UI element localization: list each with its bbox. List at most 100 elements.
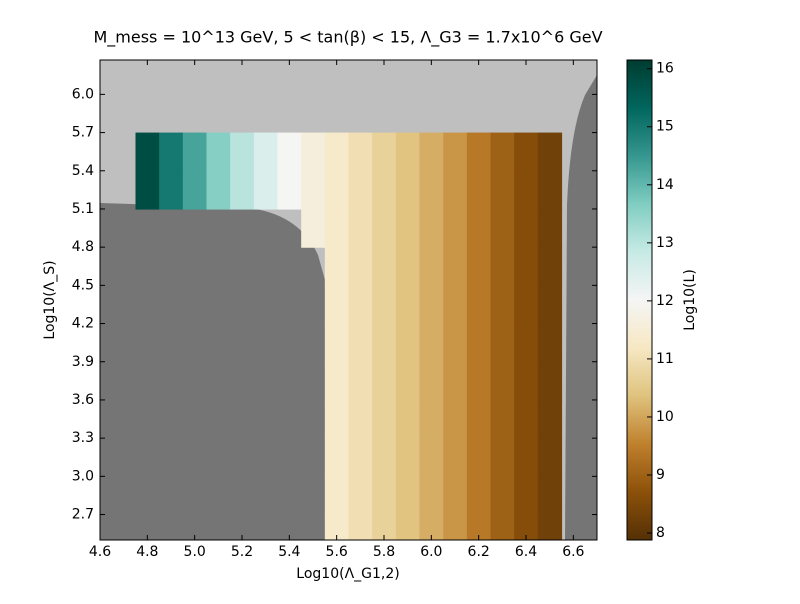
x-tick-label: 5.2 — [231, 544, 253, 560]
heatmap-cell — [253, 132, 279, 172]
heatmap-cell — [395, 132, 421, 172]
heatmap-cell — [466, 476, 492, 516]
heatmap-cell — [514, 247, 539, 286]
excluded-region — [100, 203, 325, 540]
heatmap-cell — [490, 476, 515, 516]
colorbar-label: Log10(L) — [682, 269, 698, 331]
heatmap-cell — [372, 132, 397, 172]
heatmap-cell — [230, 170, 255, 210]
heatmap-cell — [443, 476, 468, 516]
heatmap-cell — [395, 170, 421, 210]
heatmap-cell — [514, 208, 539, 248]
heatmap-cell — [466, 399, 492, 439]
y-tick-label: 3.6 — [72, 392, 94, 408]
x-tick-label: 4.6 — [89, 544, 111, 560]
heatmap-cell — [372, 170, 397, 210]
heatmap-cell — [490, 170, 515, 210]
colorbar-tick-label: 15 — [656, 119, 674, 135]
heatmap-cell — [514, 476, 539, 516]
heatmap-cell — [537, 514, 563, 540]
y-tick-label: 5.4 — [72, 163, 94, 179]
heatmap-cell — [443, 399, 468, 439]
heatmap-cell — [348, 476, 373, 516]
heatmap-cell — [537, 170, 563, 210]
heatmap-cell — [419, 438, 444, 477]
x-tick-label: 6.6 — [562, 544, 584, 560]
heatmap-cell — [348, 514, 373, 540]
heatmap-cell — [490, 438, 515, 477]
heatmap-cell — [324, 132, 350, 172]
x-tick-label: 5.0 — [184, 544, 206, 560]
heatmap-cell — [372, 285, 397, 325]
heatmap-cell — [324, 208, 350, 248]
heatmap-cell — [253, 170, 279, 210]
heatmap-cell — [419, 247, 444, 286]
heatmap-cell — [514, 132, 539, 172]
heatmap-cell — [348, 399, 373, 439]
colorbar-tick-label: 16 — [656, 61, 674, 77]
heatmap-cell — [372, 476, 397, 516]
heatmap-cell — [419, 399, 444, 439]
heatmap-cell — [443, 132, 468, 172]
chart-title: M_mess = 10^13 GeV, 5 < tan(β) < 15, Λ_G… — [93, 28, 602, 48]
heatmap-cell — [537, 247, 563, 286]
heatmap-cell — [159, 132, 184, 172]
heatmap-cell — [206, 132, 231, 172]
y-tick-label: 2.7 — [72, 507, 94, 523]
heatmap-cell — [301, 208, 326, 248]
heatmap-cell — [443, 285, 468, 325]
heatmap-cell — [395, 208, 421, 248]
heatmap-cell — [348, 438, 373, 477]
heatmap-cell — [537, 285, 563, 325]
heatmap-cell — [490, 514, 515, 540]
heatmap-cell — [324, 438, 350, 477]
heatmap-cell — [466, 208, 492, 248]
heatmap-cell — [395, 399, 421, 439]
heatmap-cell — [324, 476, 350, 516]
heatmap-cell — [419, 285, 444, 325]
y-tick-label: 4.8 — [72, 239, 94, 255]
heatmap-cell — [206, 170, 231, 210]
heatmap-cell — [159, 170, 184, 210]
heatmap-cell — [324, 247, 350, 286]
heatmap-cell — [372, 323, 397, 363]
heatmap-cell — [490, 399, 515, 439]
heatmap-cell — [348, 170, 373, 210]
heatmap-cell — [135, 170, 160, 210]
heatmap-cell — [514, 285, 539, 325]
heatmap-cell — [395, 514, 421, 540]
heatmap-cell — [395, 476, 421, 516]
heatmap-cell — [466, 132, 492, 172]
heatmap-cell — [490, 132, 515, 172]
heatmap-cell — [372, 208, 397, 248]
y-tick-label: 4.2 — [72, 316, 94, 332]
colorbar-tick-label: 12 — [656, 293, 674, 309]
heatmap-cell — [348, 132, 373, 172]
heatmap-cell — [443, 323, 468, 363]
heatmap-cell — [348, 361, 373, 401]
heatmap-cell — [277, 132, 302, 172]
y-tick-label: 6.0 — [72, 86, 94, 102]
heatmap-cell — [182, 170, 208, 210]
heatmap-cell — [419, 476, 444, 516]
y-tick-label: 5.7 — [72, 125, 94, 141]
colorbar-tick-label: 9 — [656, 467, 665, 483]
x-tick-label: 5.4 — [278, 544, 300, 560]
heatmap-cell — [372, 438, 397, 477]
plot-frame — [99, 59, 598, 541]
heatmap-cell — [443, 514, 468, 540]
heatmap-cell — [490, 208, 515, 248]
heatmap-cell — [348, 285, 373, 325]
colorbar-tick-label: 10 — [656, 409, 674, 425]
y-tick-label: 5.1 — [72, 201, 94, 217]
heatmap-cell — [443, 247, 468, 286]
heatmap-cell — [537, 323, 563, 363]
heatmap-cell — [490, 361, 515, 401]
heatmap-cell — [395, 285, 421, 325]
heatmap-cell — [348, 208, 373, 248]
heatmap-cell — [466, 170, 492, 210]
heatmap-cell — [490, 285, 515, 325]
x-tick-label: 6.2 — [468, 544, 490, 560]
heatmap-cell — [537, 476, 563, 516]
